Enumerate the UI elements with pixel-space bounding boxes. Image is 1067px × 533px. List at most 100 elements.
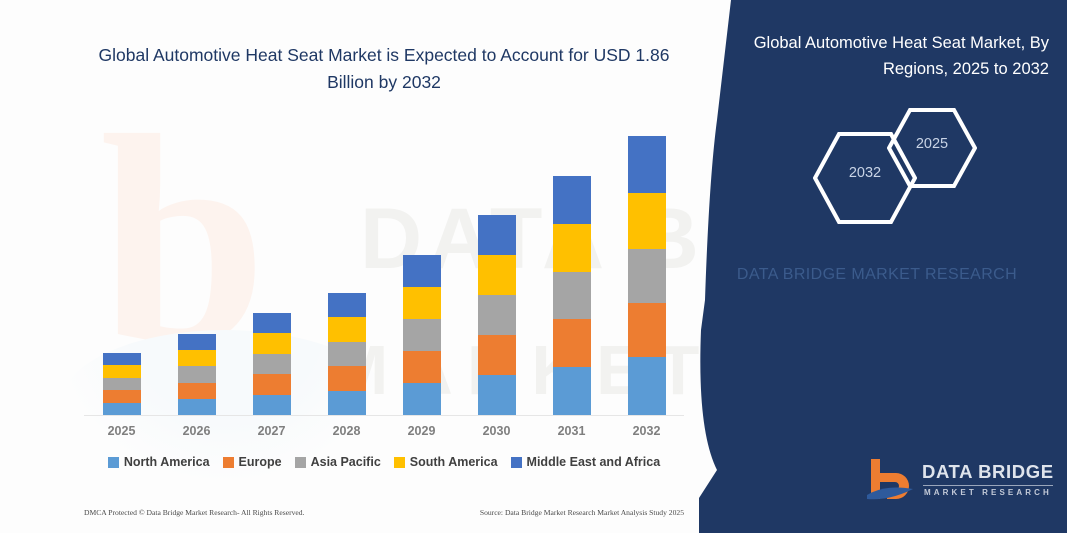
bar-segment (327, 390, 366, 415)
legend-color-swatch (222, 456, 234, 468)
bar-group (234, 120, 309, 415)
hexagon-outline-icon (812, 132, 918, 224)
bar-group (534, 120, 609, 415)
legend-label: North America (123, 455, 210, 469)
brand-logo: DATA BRIDGE MARKET RESEARCH (867, 455, 1057, 507)
x-axis-tick-label: 2031 (557, 424, 586, 438)
bar-segment (102, 377, 141, 391)
brand-panel: Global Automotive Heat Seat Market, By R… (687, 0, 1067, 533)
bar-group (159, 120, 234, 415)
bar-segment (252, 313, 291, 334)
bar-segment (177, 350, 216, 367)
bar-group (384, 120, 459, 415)
panel-brand-subtitle: DATA BRIDGE MARKET RESEARCH (736, 266, 1018, 283)
x-axis-tick-label: 2026 (182, 424, 211, 438)
chart-legend: North America Europe Asia Pacific South Ame… (84, 455, 684, 469)
bar-segment (552, 319, 591, 368)
stacked-bar-chart (84, 120, 684, 415)
hexagon-2032: 2032 (812, 132, 918, 224)
bar-segment (627, 136, 666, 194)
stacked-bar (552, 176, 591, 415)
bar-segment (477, 375, 516, 415)
footer: DMCA Protected © Data Bridge Market Rese… (84, 508, 684, 517)
hexagon-2032-label: 2032 (848, 165, 882, 181)
legend-item[interactable]: Middle East and Africa (510, 455, 661, 469)
logo-divider (923, 485, 1053, 486)
bar-segment (102, 365, 141, 378)
bar-segment (402, 255, 441, 287)
stacked-bar (327, 293, 366, 415)
bar-segment (102, 390, 141, 403)
bar-segment (177, 334, 216, 351)
bar-segment (177, 382, 216, 399)
legend-item[interactable]: North America (107, 455, 210, 469)
legend-label: Europe (238, 455, 282, 469)
legend-color-swatch (510, 456, 522, 468)
hexagon-2025-label: 2025 (915, 136, 949, 152)
bar-segment (552, 176, 591, 224)
legend-item[interactable]: Asia Pacific (294, 455, 381, 469)
bar-segment (102, 402, 141, 415)
legend-label: South America (409, 455, 498, 469)
bar-segment (252, 333, 291, 354)
bar-segment (627, 356, 666, 415)
bar-segment (477, 255, 516, 295)
legend-color-swatch (393, 456, 405, 468)
x-axis-tick-label: 2027 (257, 424, 286, 438)
legend-color-swatch (107, 456, 119, 468)
bar-segment (552, 271, 591, 320)
bar-segment (402, 319, 441, 351)
x-axis-line (84, 415, 684, 416)
bar-segment (177, 398, 216, 415)
bar-group (309, 120, 384, 415)
legend-item[interactable]: South America (393, 455, 498, 469)
bar-segment (327, 317, 366, 342)
stacked-bar (177, 334, 216, 415)
legend-label: Middle East and Africa (526, 455, 661, 469)
bar-segment (177, 366, 216, 383)
panel-title: Global Automotive Heat Seat Market, By R… (753, 34, 1049, 78)
x-axis-tick-label: 2030 (482, 424, 511, 438)
bar-segment (327, 366, 366, 391)
hexagon-2025: 2025 (886, 108, 978, 188)
legend-label: Asia Pacific (310, 455, 381, 469)
stacked-bar (102, 353, 141, 415)
data-bridge-b-logo-icon (867, 459, 913, 500)
bar-group (84, 120, 159, 415)
bar-segment (252, 374, 291, 395)
bar-segment (477, 215, 516, 255)
bar-group (609, 120, 684, 415)
stacked-bar (477, 215, 516, 415)
bar-segment (627, 193, 666, 249)
legend-color-swatch (294, 456, 306, 468)
bar-segment (627, 302, 666, 357)
x-axis-tick-label: 2025 (107, 424, 136, 438)
bar-segment (552, 223, 591, 272)
bar-segment (327, 293, 366, 318)
hexagon-outline-icon (886, 108, 978, 188)
legend-item[interactable]: Europe (222, 455, 282, 469)
stacked-bar (402, 255, 441, 415)
bar-segment (327, 341, 366, 367)
bar-segment (102, 353, 141, 366)
stacked-bar (252, 313, 291, 415)
bar-segment (252, 394, 291, 415)
logo-tagline: MARKET RESEARCH (924, 488, 1052, 497)
x-axis-tick-label: 2032 (632, 424, 661, 438)
panel-background-shape (699, 0, 1067, 533)
bar-segment (402, 351, 441, 383)
bar-segment (552, 367, 591, 415)
bar-segment (477, 335, 516, 375)
footer-copyright: DMCA Protected © Data Bridge Market Rese… (84, 508, 305, 517)
x-axis-labels: 2025 2026 2027 2028 2029 2030 2031 2032 (84, 424, 684, 438)
bar-segment (402, 383, 441, 415)
chart-title: Global Automotive Heat Seat Market is Ex… (98, 45, 670, 92)
bar-segment (252, 353, 291, 375)
x-axis-tick-label: 2028 (332, 424, 361, 438)
bar-segment (477, 295, 516, 335)
hexagon-group: 2032 2025 (687, 105, 1067, 224)
bar-segment (402, 287, 441, 319)
x-axis-tick-label: 2029 (407, 424, 436, 438)
logo-wordmark: DATA BRIDGE (922, 461, 1054, 482)
